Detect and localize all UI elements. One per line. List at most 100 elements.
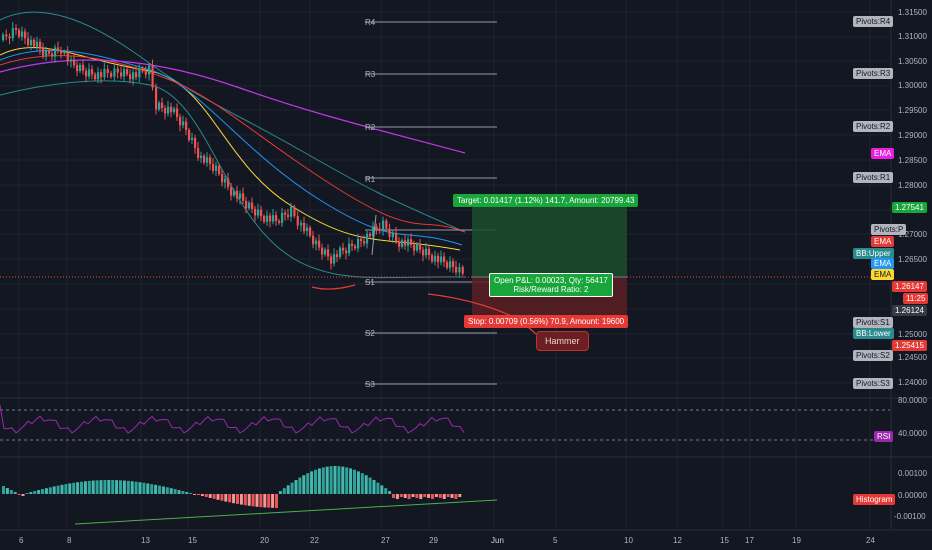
candle-body: [27, 38, 30, 46]
time-tick: Jun: [491, 536, 504, 545]
open-pl-label[interactable]: Open P&L: 0.00023, Qty: 56417 Risk/Rewar…: [489, 273, 613, 297]
histogram-bar: [216, 494, 220, 500]
candle-body: [269, 215, 272, 222]
histogram-bar: [446, 494, 450, 497]
histogram-bar: [341, 466, 345, 494]
candle-body: [309, 227, 312, 236]
histogram-bar: [427, 494, 431, 498]
histogram-bar: [142, 482, 146, 494]
histogram-bar: [208, 494, 212, 498]
time-tick: 27: [381, 536, 390, 545]
candle-body: [188, 130, 191, 140]
candle-body: [382, 220, 385, 231]
histogram-bar: [395, 494, 399, 499]
candle-body: [378, 228, 381, 231]
candle-body: [2, 34, 5, 40]
candle-body: [327, 249, 330, 257]
candle-body: [360, 238, 363, 242]
time-tick: 8: [67, 536, 72, 545]
time-tick: 17: [745, 536, 754, 545]
rsi-tick: 40.0000: [898, 429, 927, 438]
histogram-bar: [298, 477, 302, 494]
candle-body: [437, 255, 440, 263]
histogram-bar: [189, 493, 193, 495]
candle-body: [60, 50, 63, 54]
histogram-bar: [329, 466, 333, 494]
price-tick: 1.30000: [898, 81, 927, 90]
candle-body: [113, 68, 116, 77]
candle-body: [443, 256, 446, 263]
candle-body: [218, 165, 221, 174]
histogram-bar: [5, 488, 9, 494]
candle-body: [233, 190, 236, 196]
histogram-bar: [181, 491, 185, 494]
histogram-bar: [403, 494, 407, 498]
candle-body: [48, 50, 51, 54]
candle-body: [339, 247, 342, 257]
candle-body: [45, 50, 48, 56]
candle-body: [293, 206, 296, 217]
candle-body: [407, 239, 410, 246]
candle-body: [164, 108, 167, 114]
histogram-bar: [165, 487, 169, 494]
histogram-bar: [72, 482, 76, 494]
pivot-r4-label: R4: [365, 18, 376, 27]
time-tick: 5: [553, 536, 558, 545]
histogram-bar: [415, 494, 419, 498]
candle-body: [248, 202, 251, 209]
candle-body: [155, 87, 158, 110]
histogram-bar: [13, 492, 17, 494]
candle-body: [224, 178, 227, 183]
candle-body: [197, 147, 200, 158]
histogram-bar: [111, 480, 115, 494]
candle-body: [275, 215, 278, 221]
candle-body: [103, 69, 106, 78]
candle-body: [266, 215, 269, 222]
candle-body: [449, 261, 452, 268]
candle-body: [401, 240, 404, 247]
candle-body: [354, 246, 357, 249]
time-tick: 12: [673, 536, 682, 545]
candle-body: [284, 212, 287, 215]
histogram-bar: [48, 487, 52, 494]
candle-body: [321, 247, 324, 255]
candle-body: [446, 262, 449, 268]
price-tick: 1.29500: [898, 106, 927, 115]
histogram-bar: [247, 494, 251, 506]
histogram-bar: [150, 484, 154, 494]
profit-zone: [472, 205, 627, 277]
histogram-bar: [263, 494, 267, 508]
pivot-r1-label: R1: [365, 175, 376, 184]
candle-body: [375, 226, 378, 229]
histogram-bar: [333, 466, 337, 494]
histogram-bar: [44, 488, 48, 494]
candle-body: [30, 39, 33, 46]
time-tick: 15: [188, 536, 197, 545]
histogram-bar: [146, 483, 150, 494]
candle-body: [395, 232, 398, 242]
histogram-bar: [255, 494, 259, 507]
hammer-callout[interactable]: Hammer: [536, 331, 589, 351]
target-label[interactable]: Target: 0.01417 (1.12%) 141.7, Amount: 2…: [453, 194, 639, 207]
histogram-bar: [399, 494, 403, 497]
pivots-r1-tag: Pivots:R1: [853, 172, 894, 183]
histogram-bar: [419, 494, 423, 499]
stop-label[interactable]: Stop: 0.00709 (0.56%) 70.9, Amount: 1960…: [464, 315, 629, 328]
candle-body: [129, 74, 132, 80]
histogram-bar: [302, 475, 306, 494]
histogram-bar: [239, 494, 243, 505]
candle-body: [425, 248, 428, 256]
bar-countdown-tag: 11:25: [903, 293, 929, 304]
histogram-bar: [119, 480, 122, 494]
histogram-bar: [368, 477, 372, 494]
histogram-bar: [228, 494, 232, 503]
candle-body: [158, 102, 161, 110]
histogram-bar: [80, 481, 83, 494]
pane-separators: [0, 0, 932, 531]
candle-body: [230, 187, 233, 196]
histogram-bar: [376, 482, 380, 494]
pivot-s1-label: S1: [365, 278, 375, 287]
histogram-bar: [345, 467, 349, 494]
price-tick: 1.31000: [898, 32, 927, 41]
